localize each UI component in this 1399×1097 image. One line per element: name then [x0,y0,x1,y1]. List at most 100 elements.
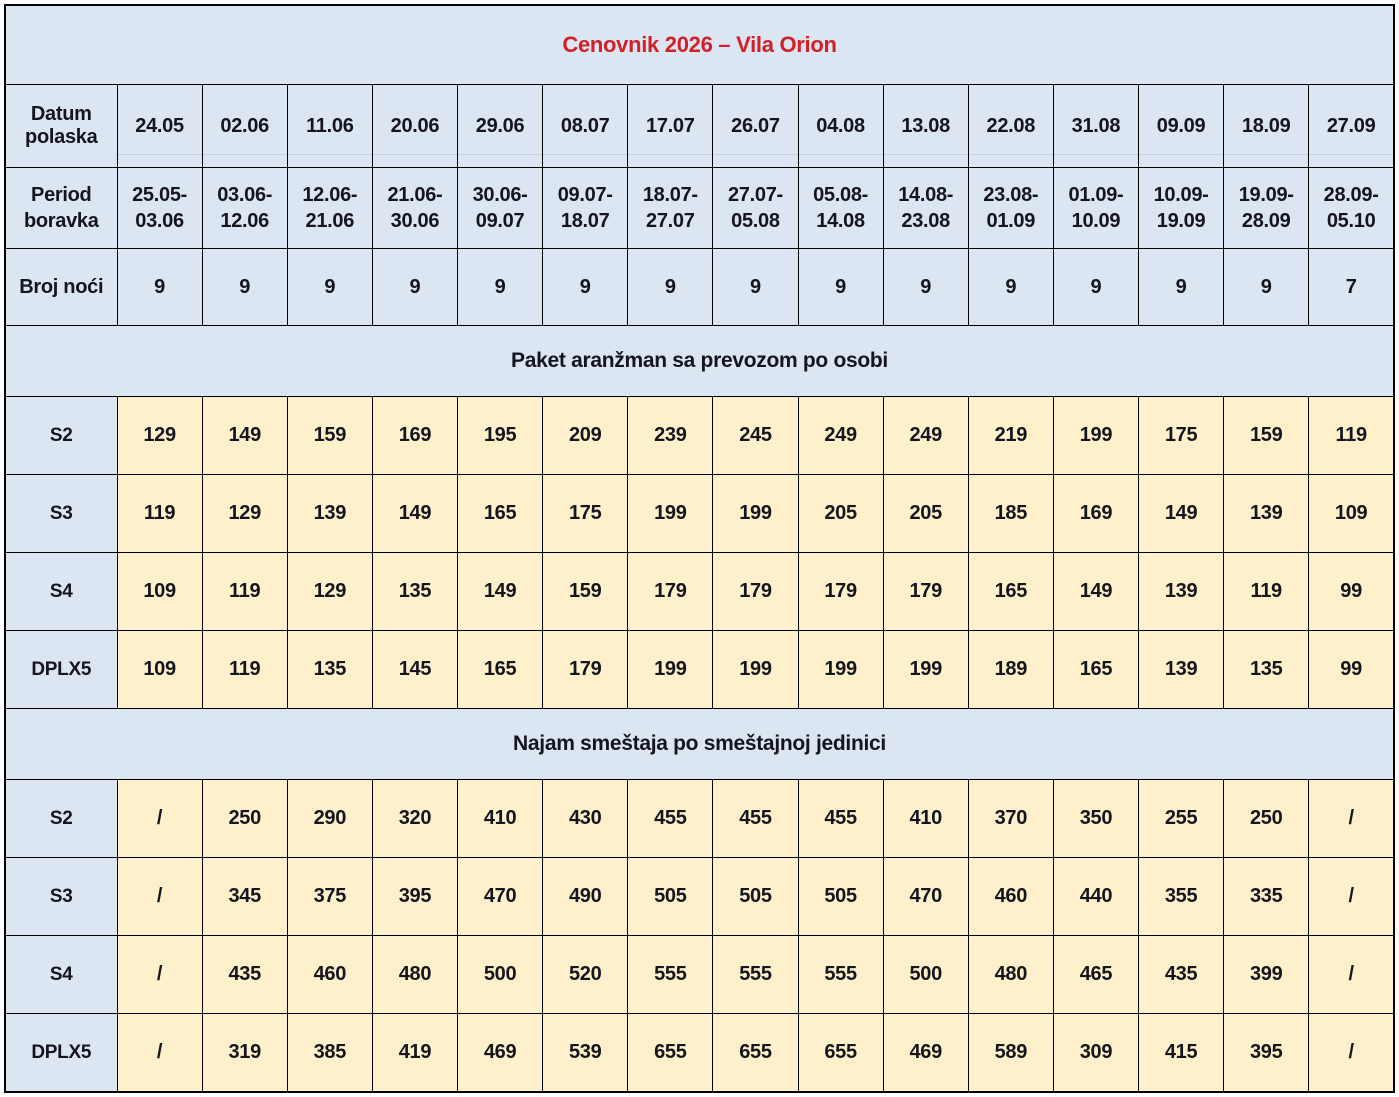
price-cell: 500 [882,935,969,1014]
price-cell: 355 [1137,857,1225,936]
table-row: S4/435 460 480 500 520 555 555 555 500 480 465 435 3… [4,935,1395,1014]
period-cell: 21.06-30.06 [371,167,459,249]
price-cell: 319 [201,1013,288,1093]
departure-date-cell: 20.06 [371,84,459,168]
price-cell: 185 [967,474,1054,553]
departure-date-cell: 24.05 [116,84,203,168]
price-cell: 189 [967,630,1054,709]
nights-row-label: Broj noći [4,248,118,326]
price-cell: 470 [456,857,544,936]
price-cell: 129 [286,552,373,631]
price-cell: 375 [286,857,373,936]
departure-row-label: Datum polaska [4,84,118,168]
price-cell: 435 [201,935,288,1014]
nights-cell: 9 [201,248,288,326]
price-cell: 159 [542,552,629,631]
price-cell: 165 [456,630,544,709]
price-cell: 249 [882,396,969,475]
period-cell: 28.09-05.10 [1308,167,1395,249]
price-cell: 480 [371,935,459,1014]
price-cell: 555 [627,935,714,1014]
table-row: S4 109 119 129 135 149 159 179 179 179 179 165 149 13… [4,552,1395,631]
price-cell: 655 [712,1013,799,1093]
price-cell: 320 [371,779,459,858]
nights-cell: 9 [797,248,884,326]
period-cell: 10.09-19.09 [1137,167,1225,249]
departure-date-cell: 29.06 [456,84,544,168]
price-cell: 385 [286,1013,373,1093]
nights-cell: 9 [1223,248,1310,326]
price-cell: 335 [1223,857,1310,936]
price-cell: 239 [627,396,714,475]
price-cell: 589 [967,1013,1054,1093]
price-cell: 179 [882,552,969,631]
price-cell: 149 [201,396,288,475]
price-cell: / [116,779,203,858]
price-table: Cenovnik 2026 – Vila Orion Datum polaska 2… [4,4,1395,1093]
departure-date-cell: 09.09 [1137,84,1225,168]
period-cell: 18.07-27.07 [627,167,714,249]
price-cell: 99 [1308,630,1395,709]
period-cell: 05.08-14.08 [797,167,884,249]
price-cell: 199 [627,630,714,709]
unit-row-label: DPLX5 [4,630,118,709]
price-cell: 199 [712,474,799,553]
departure-date-cell: 31.08 [1052,84,1140,168]
price-cell: 169 [1052,474,1140,553]
price-cell: 119 [1308,396,1395,475]
departure-date-cell: 18.09 [1223,84,1310,168]
price-cell: 195 [456,396,544,475]
period-cell: 23.08-01.09 [967,167,1054,249]
price-cell: 145 [371,630,459,709]
price-cell: 505 [712,857,799,936]
nights-cell: 9 [1137,248,1225,326]
unit-row-label: S4 [4,552,118,631]
price-cell: 199 [882,630,969,709]
price-cell: 159 [1223,396,1310,475]
price-cell: 159 [286,396,373,475]
price-cell: 165 [1052,630,1140,709]
price-cell: 119 [201,630,288,709]
nights-cell: 9 [371,248,459,326]
price-cell: 465 [1052,935,1140,1014]
price-cell: / [1308,1013,1395,1093]
price-cell: 199 [1052,396,1140,475]
price-cell: 199 [627,474,714,553]
price-cell: / [116,935,203,1014]
nights-cell: 9 [882,248,969,326]
period-cell: 19.09-28.09 [1223,167,1310,249]
price-cell: 350 [1052,779,1140,858]
price-cell: 655 [627,1013,714,1093]
period-cell: 03.06-12.06 [201,167,288,249]
unit-row-label: S2 [4,779,118,858]
price-cell: 179 [712,552,799,631]
price-cell: 129 [201,474,288,553]
nights-cell: 7 [1308,248,1395,326]
period-cell: 14.08-23.08 [882,167,969,249]
table-row: Period boravka 25.05-03.06 03.06-12.06 12.0… [4,167,1395,249]
price-cell: 410 [882,779,969,858]
period-cell: 27.07-05.08 [712,167,799,249]
price-cell: 655 [797,1013,884,1093]
price-cell: 169 [371,396,459,475]
price-cell: 419 [371,1013,459,1093]
price-cell: / [1308,857,1395,936]
price-cell: 139 [1137,630,1225,709]
nights-cell: 9 [542,248,629,326]
price-cell: 139 [286,474,373,553]
price-cell: 469 [456,1013,544,1093]
price-cell: 135 [371,552,459,631]
price-cell: 555 [712,935,799,1014]
price-cell: 119 [201,552,288,631]
price-cell: 470 [882,857,969,936]
price-cell: 430 [542,779,629,858]
table-row: S2 129 149 159 169 195 209 239 245 249 249 219 199 17… [4,396,1395,475]
period-row-label: Period boravka [4,167,118,249]
nights-cell: 9 [1052,248,1140,326]
table-row: Cenovnik 2026 – Vila Orion [4,4,1395,85]
price-cell: 129 [116,396,203,475]
price-cell: 455 [797,779,884,858]
unit-row-label: S3 [4,474,118,553]
period-cell: 12.06-21.06 [286,167,373,249]
